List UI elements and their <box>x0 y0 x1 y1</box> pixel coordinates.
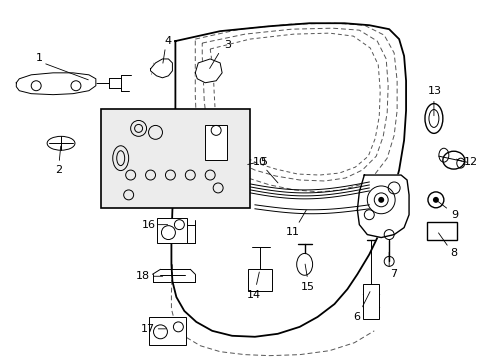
Text: 6: 6 <box>352 312 359 322</box>
Bar <box>426 222 456 239</box>
Text: 17: 17 <box>140 324 154 334</box>
Polygon shape <box>16 73 96 95</box>
Text: 14: 14 <box>246 290 261 300</box>
Polygon shape <box>357 175 408 238</box>
Text: 2: 2 <box>55 165 62 175</box>
Polygon shape <box>195 59 222 83</box>
Bar <box>157 218 187 243</box>
Text: 1: 1 <box>36 53 42 63</box>
Bar <box>148 317 186 345</box>
Text: 12: 12 <box>463 157 477 167</box>
Bar <box>101 109 249 208</box>
Text: 3: 3 <box>224 40 231 50</box>
Circle shape <box>377 197 384 203</box>
Text: 15: 15 <box>300 282 314 292</box>
Text: 8: 8 <box>449 248 456 258</box>
Text: 11: 11 <box>285 226 299 237</box>
Bar <box>205 125 226 160</box>
Bar <box>363 284 379 319</box>
Text: 7: 7 <box>390 269 397 279</box>
Text: 9: 9 <box>450 210 457 220</box>
Text: 13: 13 <box>427 86 441 96</box>
Text: 16: 16 <box>141 220 155 230</box>
Text: 18: 18 <box>135 271 149 281</box>
Circle shape <box>432 197 438 203</box>
Text: 4: 4 <box>164 36 172 46</box>
Polygon shape <box>150 59 172 78</box>
Text: 5: 5 <box>260 157 267 167</box>
Bar <box>247 269 271 291</box>
Text: 10: 10 <box>252 157 266 167</box>
